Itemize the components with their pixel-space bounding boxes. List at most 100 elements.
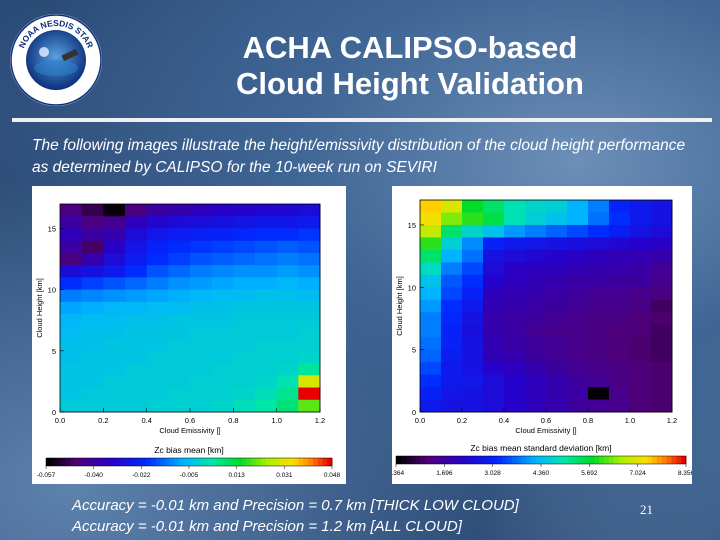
colorbar-segment — [312, 458, 319, 466]
heatmap-cell — [546, 337, 568, 351]
heatmap-cell — [651, 362, 673, 376]
colorbar-segment — [322, 458, 328, 466]
heatmap-cell — [60, 265, 83, 278]
heatmap-cell — [630, 387, 652, 401]
heatmap-cell — [420, 212, 442, 226]
colorbar-title: Zc bias mean standard deviation [km] — [470, 443, 611, 453]
heatmap-cell — [190, 326, 213, 340]
heatmap-cell — [103, 399, 126, 413]
heatmap-cell — [588, 287, 610, 301]
colorbar-segment — [250, 458, 257, 466]
heatmap-cell — [190, 216, 213, 229]
colorbar-segment — [570, 456, 576, 464]
heatmap-cell — [81, 228, 104, 242]
heatmap-cell — [146, 277, 169, 291]
colorbar-segment — [425, 456, 431, 464]
colorbar-segment — [227, 458, 233, 466]
heatmap-cell — [462, 299, 484, 313]
heatmap-cell — [630, 262, 652, 276]
heatmap-cell — [546, 299, 568, 313]
heatmap-cell — [525, 387, 547, 401]
colorbar-segment — [632, 456, 639, 464]
x-tick-label: 0.6 — [541, 416, 551, 425]
heatmap-cell — [103, 228, 126, 242]
heatmap-cell — [146, 216, 169, 229]
colorbar-segment — [647, 456, 653, 464]
x-axis-label: Cloud Emissivity [] — [159, 426, 220, 435]
intro-text: The following images illustrate the heig… — [32, 137, 686, 176]
x-tick-label: 1.0 — [625, 416, 635, 425]
x-tick-label: 1.0 — [271, 416, 281, 425]
heatmap-cell — [504, 237, 526, 251]
heatmap-cell — [255, 314, 278, 327]
colorbar-segment — [327, 458, 333, 466]
heatmap-cell — [609, 237, 631, 251]
heatmap-cell — [588, 362, 610, 376]
heatmap-cell — [651, 337, 673, 351]
colorbar-segment — [458, 456, 465, 464]
heatmap-cell — [298, 326, 321, 340]
heatmap-cell — [298, 387, 321, 401]
colorbar-segment — [545, 456, 552, 464]
heatmap-cell — [233, 314, 256, 327]
colorbar-segment — [439, 456, 445, 464]
heatmap-cell — [168, 387, 191, 401]
colorbar-segment — [637, 456, 643, 464]
heatmap-cell — [211, 289, 234, 303]
colorbar-segment — [193, 458, 199, 466]
heatmap-cell — [420, 200, 442, 213]
heatmap-cell — [483, 312, 505, 326]
heatmap-cell — [81, 399, 104, 413]
heatmap-cell — [298, 228, 321, 242]
heatmap-cell — [81, 363, 104, 376]
heatmap-cell — [146, 228, 169, 242]
heatmap-cell — [298, 277, 321, 291]
x-tick-label: 0.0 — [55, 416, 65, 425]
heatmap-cell — [504, 262, 526, 276]
heatmap-cell — [567, 200, 589, 213]
heatmap-cell — [441, 387, 463, 401]
heatmap-cell — [630, 287, 652, 301]
colorbar-segment — [317, 458, 323, 466]
heatmap-cell — [483, 249, 505, 263]
colorbar-segment — [584, 456, 590, 464]
heatmap-cell — [546, 387, 568, 401]
heatmap-cell — [567, 274, 589, 288]
heatmap-cell — [103, 338, 126, 352]
heatmap-cell — [168, 375, 191, 389]
heatmap-cell — [420, 324, 442, 338]
heatmap-cell — [125, 289, 148, 303]
heatmap-cell — [81, 265, 104, 278]
heatmap-cell — [233, 399, 256, 413]
colorbar-segment — [608, 456, 614, 464]
heatmap-cell — [588, 224, 610, 238]
colorbar-segment — [107, 458, 114, 466]
heatmap-cell — [60, 314, 83, 327]
heatmap-cell — [125, 277, 148, 291]
heatmap-cell — [103, 240, 126, 254]
heatmap-cell — [546, 312, 568, 326]
heatmap-cell — [546, 324, 568, 338]
bias-std-chart-panel: 0.0 0.2 0.4 0.6 0.8 1.0 1.2 0 5 10 15 Cloud Emissiv… — [388, 186, 695, 484]
colorbar-segment — [550, 456, 556, 464]
heatmap-cell — [483, 200, 505, 213]
colorbar-segment — [136, 458, 142, 466]
heatmap-cell — [441, 262, 463, 276]
heatmap-cell — [125, 326, 148, 340]
heatmap-cell — [146, 326, 169, 340]
heatmap-cell — [483, 399, 505, 413]
heatmap-cell — [190, 338, 213, 352]
heatmap-cell — [609, 349, 631, 363]
heatmap-cell — [125, 338, 148, 352]
heatmap-cell — [420, 237, 442, 251]
heatmap-cell — [125, 387, 148, 401]
heatmap-cell — [420, 349, 442, 363]
colorbar-segment — [127, 458, 133, 466]
y-axis-label: Cloud Height [km] — [35, 278, 44, 338]
heatmap-cell — [276, 216, 299, 229]
heatmap-cell — [630, 237, 652, 251]
heatmap-cell — [298, 363, 321, 376]
heatmap-cell — [525, 349, 547, 363]
colorbar-tick-label: -0.057 — [37, 472, 56, 479]
heatmap-cell — [276, 240, 299, 254]
